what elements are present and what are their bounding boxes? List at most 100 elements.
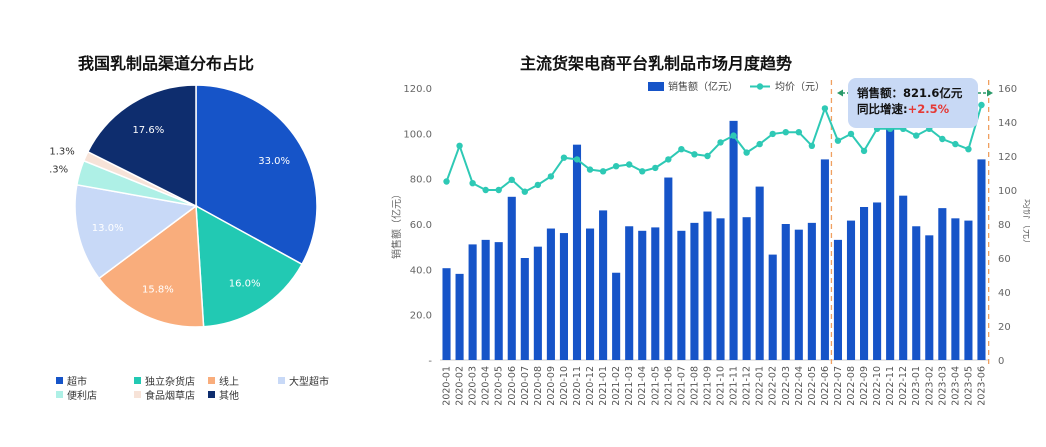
x-tick-label: 2022-04 [794, 366, 805, 406]
sales-bar [533, 246, 542, 360]
x-tick-label: 2022-08 [846, 366, 857, 406]
y-right-tick: 80 [998, 220, 1011, 231]
legend-label: 便利店 [67, 391, 97, 402]
x-tick-label: 2020-08 [533, 366, 544, 406]
legend-line-label: 均价（元） [775, 81, 825, 93]
pie-legend-item: 线上 [208, 373, 239, 388]
sales-bar [820, 159, 829, 360]
sales-bar [846, 220, 856, 360]
sales-bar [938, 208, 947, 360]
price-point [482, 186, 489, 194]
price-point [717, 139, 724, 146]
y-right-label: 均价（元） [1021, 199, 1030, 249]
x-tick-label: 2020-07 [520, 366, 531, 406]
sales-bar [729, 120, 738, 360]
sales-bar [664, 177, 673, 360]
y-right-tick: 20 [998, 322, 1011, 333]
x-tick-label: 2022-03 [781, 366, 792, 406]
y-left-tick: 120.0 [403, 84, 432, 95]
x-tick-label: 2021-09 [702, 366, 713, 406]
x-tick-label: 2021-03 [624, 366, 635, 406]
sales-bar [507, 196, 516, 360]
y-left-tick: 80.0 [410, 175, 432, 186]
price-point [678, 146, 685, 153]
pie-slice [74, 183, 198, 280]
price-point [560, 154, 568, 161]
legend-swatch [208, 391, 215, 398]
price-point [978, 101, 985, 109]
combo-chart: - 20.0 40.0 60.0 80.0 100.0 120.0 0 20 40 60 80 100 1… [390, 80, 1030, 406]
y-left-tick: 40.0 [410, 265, 432, 276]
sales-bar [716, 218, 725, 360]
sales-bar [807, 222, 816, 360]
y-right-tick: 120 [998, 152, 1017, 163]
sales-callout: 销售额：821.6亿元 同比增速:+2.5% [848, 78, 978, 128]
price-point [795, 129, 803, 136]
x-tick-label: 2020-11 [572, 366, 583, 406]
callout-growth-value: +2.5% [907, 102, 950, 116]
x-tick-label: 2022-10 [872, 366, 883, 406]
price-point [495, 186, 502, 194]
price-point [456, 142, 463, 149]
price-point [808, 142, 816, 149]
pie-legend-item: 食品烟草店 [134, 387, 195, 402]
legend-label: 其他 [219, 391, 239, 402]
x-tick-label: 2022-09 [859, 366, 870, 406]
x-tick-label: 2021-11 [729, 366, 740, 406]
pie-chart: 33.0% 16.0% 15.8% 13.0% 3.3% 1.3% 17.6% [50, 84, 318, 328]
x-tick-label: 2022-11 [885, 366, 896, 406]
legend-swatch [56, 377, 63, 384]
y-left-tick: - [428, 356, 432, 367]
pie-slice [97, 204, 205, 328]
pie-slice [195, 84, 318, 266]
sales-bar [925, 235, 934, 360]
x-tick-label: 2023-02 [924, 366, 935, 406]
x-tick-label: 2020-03 [468, 366, 479, 406]
legend-bar-swatch [648, 82, 664, 91]
sales-bar [977, 159, 986, 360]
x-tick-label: 2021-05 [650, 366, 661, 406]
price-point [652, 164, 659, 172]
x-tick-label: 2022-01 [755, 366, 766, 406]
price-point [834, 137, 842, 144]
x-tick-label: 2021-06 [663, 366, 674, 406]
sales-bar [781, 224, 790, 360]
price-point [691, 151, 698, 158]
pie-legend: 超市 独立杂货店 线上 大型超市 便利店 食品烟草店 其他 [56, 373, 356, 403]
pie-slice-label: 1.3% [50, 146, 75, 157]
sales-bar [455, 273, 464, 360]
x-tick-label: 2020-10 [559, 366, 570, 406]
price-point [704, 152, 711, 160]
legend-swatch [134, 377, 141, 384]
legend-label: 食品烟草店 [145, 391, 195, 402]
price-point [965, 146, 972, 153]
sales-bar [559, 233, 568, 360]
legend-swatch [278, 377, 285, 384]
pie-legend-item: 大型超市 [278, 373, 329, 388]
x-tick-label: 2023-06 [976, 366, 987, 406]
sales-bar [481, 239, 490, 360]
x-tick-label: 2023-03 [937, 366, 948, 406]
price-point [952, 140, 959, 148]
price-point [586, 166, 594, 173]
y-right-tick: 140 [998, 118, 1017, 129]
price-point [782, 129, 789, 136]
price-point [469, 180, 476, 187]
x-tick-label: 2023-01 [911, 366, 922, 406]
pie-slice-label: 17.6% [132, 125, 164, 136]
price-point [639, 168, 646, 175]
sales-bar [703, 211, 712, 360]
sales-bar [794, 229, 803, 360]
pie-legend-item: 其他 [208, 387, 239, 402]
legend-label: 独立杂货店 [145, 377, 195, 388]
sales-bar [899, 195, 908, 360]
x-tick-label: 2021-07 [676, 366, 687, 406]
callout-sales-label: 销售额：821.6亿元 [857, 86, 963, 100]
x-tick-label: 2023-05 [963, 366, 974, 406]
sales-bar [546, 228, 555, 360]
y-left-tick: 60.0 [410, 220, 432, 231]
pie-slice-label: 15.8% [142, 284, 174, 295]
price-point [443, 178, 450, 185]
price-point [599, 168, 607, 175]
price-point [756, 140, 763, 148]
